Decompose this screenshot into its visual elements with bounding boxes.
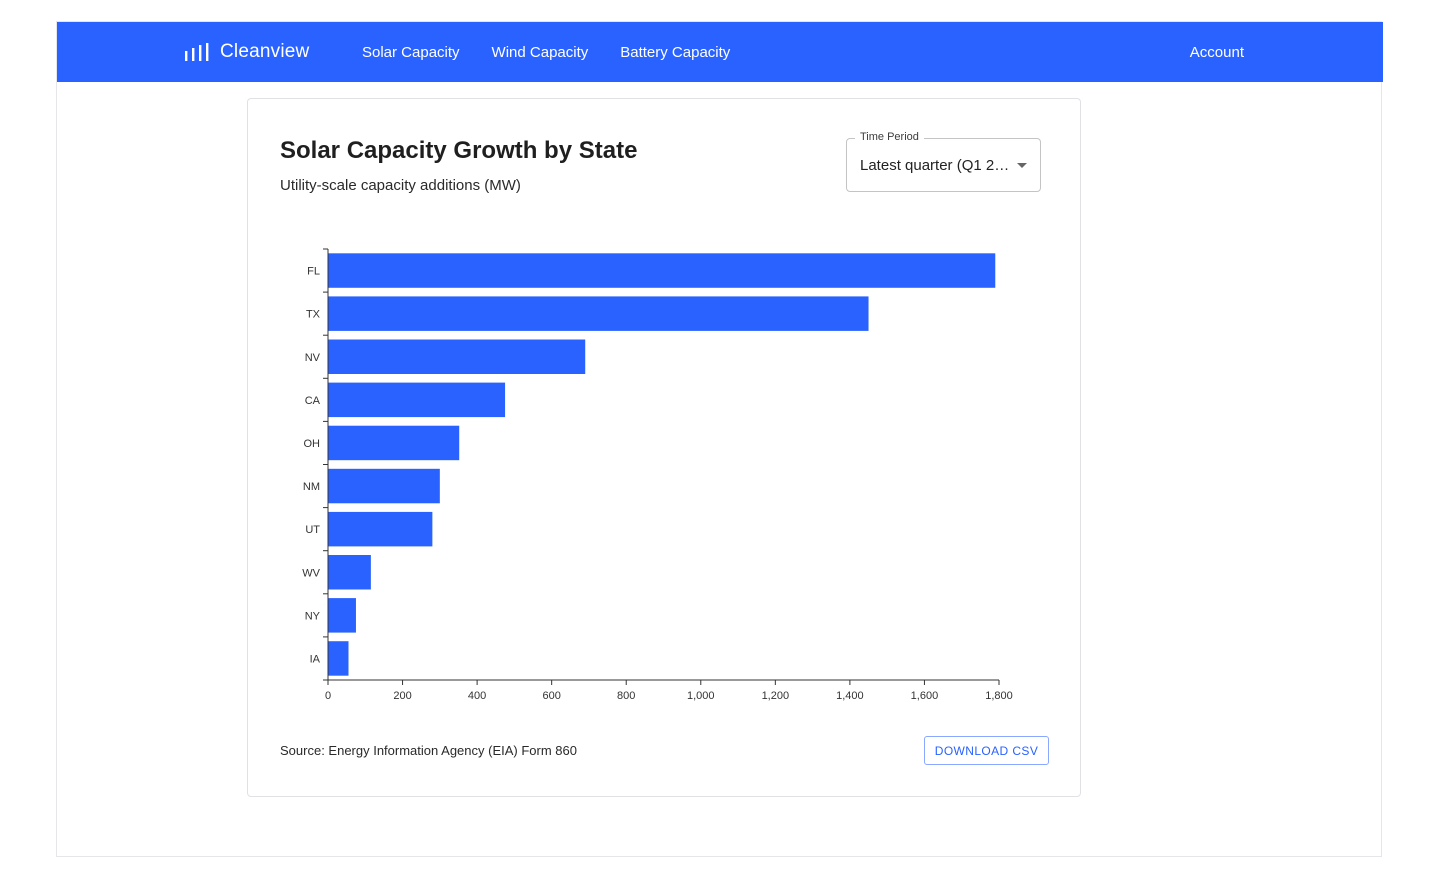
x-tick-label: 1,800 — [985, 690, 1013, 702]
nav-link-battery-capacity[interactable]: Battery Capacity — [620, 43, 731, 61]
chart-title: Solar Capacity Growth by State — [280, 137, 638, 164]
time-period-select[interactable]: Time Period Latest quarter (Q1 2024) — [846, 131, 1041, 192]
y-tick-label-tx: TX — [306, 309, 321, 321]
nav-account-link[interactable]: Account — [1189, 43, 1244, 61]
x-tick-label: 1,400 — [836, 690, 864, 702]
source-note: Source: Energy Information Agency (EIA) … — [280, 743, 577, 758]
chart-subtitle: Utility-scale capacity additions (MW) — [280, 177, 521, 194]
x-tick-label: 800 — [617, 690, 635, 702]
y-tick-label-ny: NY — [305, 610, 321, 622]
y-tick-label-nm: NM — [303, 481, 320, 493]
bar-ut[interactable] — [328, 511, 433, 547]
bar-ny[interactable] — [328, 598, 356, 633]
time-period-label: Time Period — [855, 131, 924, 143]
nav-link-wind-capacity[interactable]: Wind Capacity — [491, 43, 589, 61]
bar-fl[interactable] — [328, 253, 996, 288]
chart-card: Solar Capacity Growth by State Utility-s… — [247, 98, 1081, 797]
x-tick-label: 1,600 — [911, 690, 939, 702]
bar-ca[interactable] — [328, 382, 506, 418]
chevron-down-icon — [1017, 163, 1027, 168]
brand-logo[interactable]: Cleanview — [184, 22, 309, 82]
x-tick-label: 600 — [542, 690, 560, 702]
y-tick-label-nv: NV — [305, 352, 321, 364]
y-tick-label-ut: UT — [305, 524, 320, 536]
x-tick-label: 200 — [393, 690, 411, 702]
brand-name: Cleanview — [220, 41, 310, 62]
bar-chart: FL TX NV CA OH NM UT WV NY IA 0 200 400 600 800 1,000 1,… — [302, 248, 1013, 702]
bar-tx[interactable] — [328, 296, 869, 331]
nav-link-solar-capacity[interactable]: Solar Capacity — [362, 43, 460, 61]
nav-links: Solar Capacity Wind Capacity Battery Cap… — [362, 22, 730, 82]
y-tick-label-oh: OH — [304, 438, 321, 450]
bar-nm[interactable] — [328, 468, 440, 504]
bar-nv[interactable] — [328, 339, 586, 374]
x-tick-label: 400 — [468, 690, 486, 702]
x-tick-label: 0 — [325, 690, 331, 702]
bar-wv[interactable] — [328, 555, 371, 590]
bar-oh[interactable] — [328, 425, 460, 461]
download-csv-button[interactable]: DOWNLOAD CSV — [924, 736, 1049, 765]
y-tick-label-wv: WV — [302, 567, 320, 579]
x-tick-label: 1,000 — [687, 690, 715, 702]
y-tick-label-ca: CA — [305, 395, 321, 407]
y-tick-label-ia: IA — [310, 653, 321, 665]
bar-ia[interactable] — [328, 641, 349, 676]
x-tick-label: 1,200 — [762, 690, 790, 702]
y-tick-label-fl: FL — [307, 266, 320, 278]
bar-chart-icon — [185, 43, 209, 61]
top-navbar: Cleanview Solar Capacity Wind Capacity B… — [57, 22, 1383, 82]
